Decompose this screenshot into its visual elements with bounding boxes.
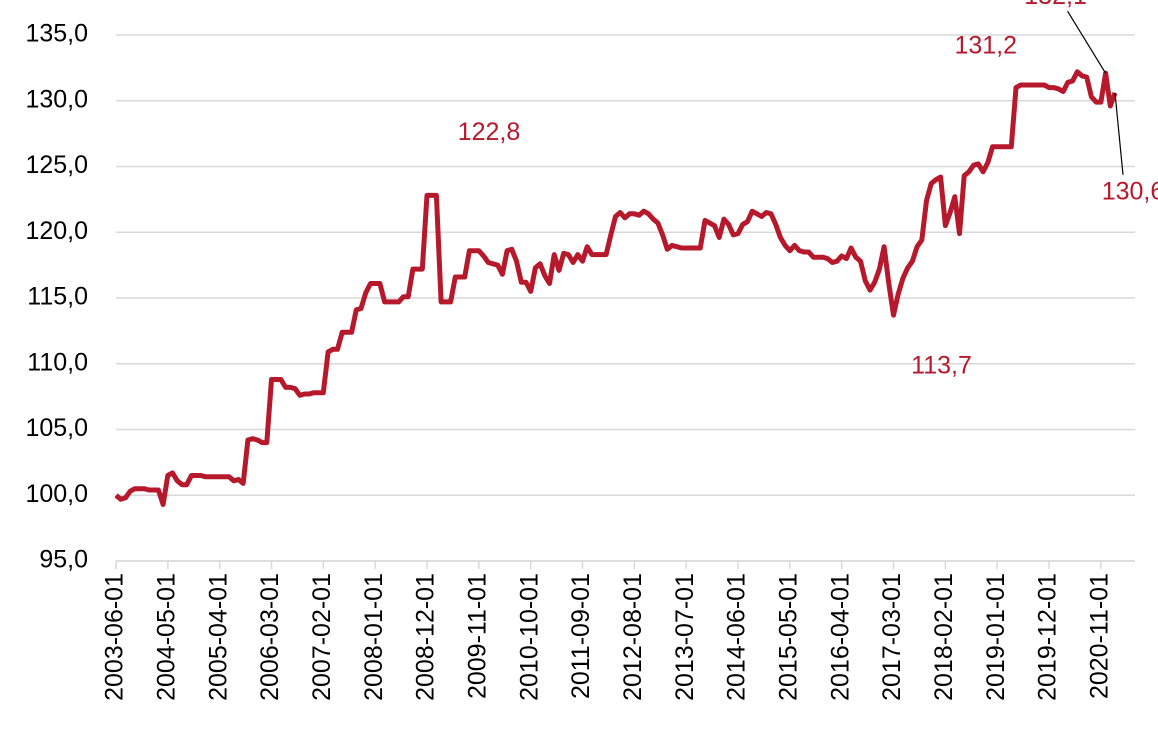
x-tick-label: 2014-06-01 <box>723 573 751 701</box>
annotation-leader <box>1067 10 1107 74</box>
x-tick-label: 2008-12-01 <box>412 573 440 701</box>
x-tick-label: 2009-11-01 <box>463 573 491 699</box>
annotation: 113,7 <box>911 352 972 380</box>
x-tick-label: 2015-05-01 <box>774 573 802 701</box>
y-tick-label: 130,0 <box>25 85 88 113</box>
x-tick-label: 2006-03-01 <box>256 573 284 701</box>
y-tick-label: 110,0 <box>27 348 88 376</box>
y-tick-label: 135,0 <box>25 20 88 48</box>
y-tick-label: 125,0 <box>25 151 88 179</box>
y-tick-label: 100,0 <box>25 480 88 508</box>
annotation: 132,1 <box>1024 0 1087 10</box>
annotation-leader <box>1114 92 1124 175</box>
annotation: 122,8 <box>458 118 521 146</box>
x-tick-label: 2004-05-01 <box>152 573 180 701</box>
x-tick-label: 2016-04-01 <box>826 573 854 701</box>
x-tick-label: 2005-04-01 <box>204 573 232 701</box>
x-tick-label: 2003-06-01 <box>101 573 129 701</box>
x-tick-label: 2019-12-01 <box>1034 573 1062 701</box>
x-tick-label: 2018-02-01 <box>930 573 958 701</box>
y-tick-label: 115,0 <box>27 283 88 311</box>
x-tick-label: 2012-08-01 <box>619 573 647 701</box>
x-tick-label: 2020-11-01 <box>1085 573 1113 699</box>
x-tick-label: 2008-01-01 <box>360 573 388 701</box>
y-tick-label: 105,0 <box>25 414 88 442</box>
annotation: 131,2 <box>954 32 1017 60</box>
data-line <box>114 69 1118 507</box>
x-tick-label: 2011-09-01 <box>567 573 595 699</box>
x-tick-label: 2007-02-01 <box>308 573 336 701</box>
x-tick-label: 2010-10-01 <box>515 573 543 701</box>
x-tick-label: 2019-01-01 <box>982 573 1010 701</box>
y-tick-label: 95,0 <box>39 546 88 574</box>
x-tick-label: 2013-07-01 <box>671 573 699 701</box>
y-tick-label: 120,0 <box>25 217 88 245</box>
x-tick-label: 2017-03-01 <box>878 573 906 701</box>
annotation: 130,6 <box>1102 177 1158 205</box>
